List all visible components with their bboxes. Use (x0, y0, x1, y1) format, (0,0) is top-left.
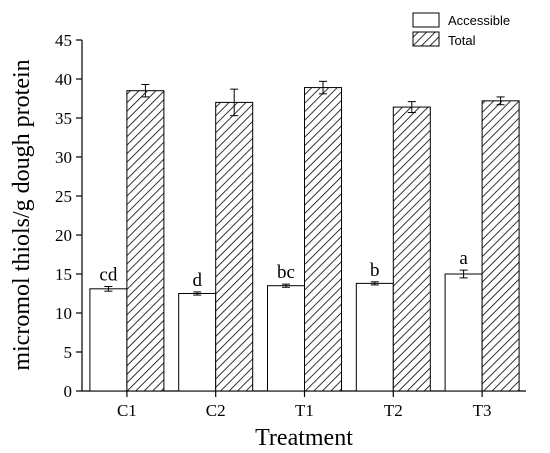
x-tick-label: T1 (295, 401, 314, 420)
bars-group: cd d bc b a (89, 80, 520, 392)
bar-accessible-t2 (355, 282, 394, 392)
y-tick-label: 10 (55, 304, 72, 323)
y-tick-label: 25 (55, 187, 72, 206)
x-tick-label: C2 (206, 401, 226, 420)
legend-swatch-total (412, 31, 440, 47)
y-axis-title: micromol thiols/g dough protein (9, 59, 35, 370)
legend-label-total: Total (448, 33, 476, 48)
x-tick-label: C1 (117, 401, 137, 420)
y-tick-label: 5 (64, 343, 73, 362)
bar-total-t3 (481, 100, 520, 392)
legend-label-accessible: Accessible (448, 13, 510, 28)
y-tick-label: 0 (64, 382, 73, 401)
y-tick-label: 15 (55, 265, 72, 284)
legend-swatch-accessible (412, 12, 440, 28)
bar-accessible-t3 (444, 273, 483, 392)
significance-label: cd (99, 264, 117, 285)
y-axis-ticks: 0 5 10 15 20 25 30 35 40 45 (55, 31, 82, 401)
y-tick-label: 45 (55, 31, 72, 50)
plot-area: 0 5 10 15 20 25 30 35 40 45 cd d bc b a C1 C2 T1 T2 T3 (55, 31, 526, 420)
bar-total-t2 (392, 106, 431, 392)
x-axis-title: Treatment (255, 425, 353, 451)
bar-total-t1 (304, 87, 342, 392)
bar-accessible-c1 (89, 288, 128, 392)
bar-total-c2 (215, 101, 254, 392)
x-axis-ticks: C1 C2 T1 T2 T3 (117, 391, 492, 420)
y-tick-label: 40 (55, 70, 72, 89)
significance-label: d (192, 270, 202, 291)
bar-accessible-t1 (267, 285, 305, 392)
bar-total-c1 (126, 90, 165, 392)
x-tick-label: T2 (384, 401, 403, 420)
legend: Accessible Total (412, 12, 510, 48)
bar-accessible-c2 (178, 293, 217, 392)
y-tick-label: 35 (55, 109, 72, 128)
significance-label: bc (277, 262, 295, 283)
y-tick-label: 20 (55, 226, 72, 245)
x-tick-label: T3 (473, 401, 492, 420)
significance-label: b (370, 260, 380, 281)
significance-label: a (459, 248, 468, 269)
y-tick-label: 30 (55, 148, 72, 167)
